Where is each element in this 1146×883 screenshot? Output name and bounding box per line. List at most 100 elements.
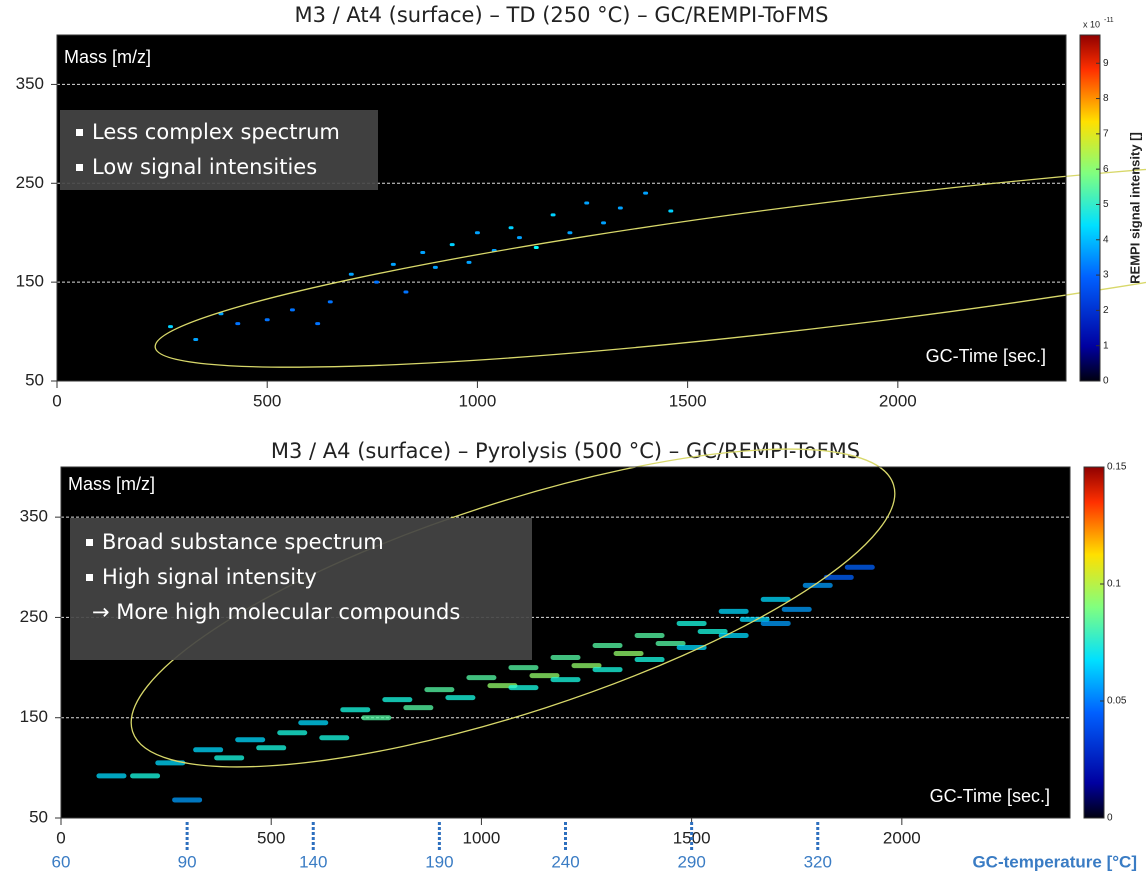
chart-title: M3 / A4 (surface) – Pyrolysis (500 °C) –… bbox=[271, 439, 860, 463]
signal-spot bbox=[289, 308, 295, 312]
signal-spot bbox=[449, 243, 455, 247]
highlight-ellipse bbox=[130, 448, 896, 768]
temperature-tick-label: 190 bbox=[425, 852, 453, 871]
signal-spot bbox=[617, 206, 623, 210]
signal-spot bbox=[172, 797, 203, 803]
signal-spot bbox=[424, 687, 455, 693]
x-tick-label: 1500 bbox=[669, 391, 707, 410]
colorbar-tick-label: 7 bbox=[1103, 128, 1109, 139]
signal-spot bbox=[718, 608, 749, 614]
y-tick-label: 50 bbox=[25, 370, 44, 389]
annotation-text: Less complex spectrum bbox=[92, 120, 340, 144]
colorbar-tick-label: 2 bbox=[1103, 305, 1109, 316]
colorbar-scale: x 10 bbox=[1083, 19, 1100, 29]
signal-spot bbox=[155, 760, 186, 766]
signal-spot bbox=[315, 322, 321, 326]
x-tick-label: 2000 bbox=[883, 828, 921, 847]
y-tick-label: 250 bbox=[20, 607, 48, 626]
y-tick-label: 350 bbox=[16, 74, 44, 93]
signal-spot bbox=[319, 735, 350, 741]
signal-spot bbox=[739, 616, 770, 622]
signal-spot bbox=[390, 262, 396, 266]
colorbar-tick-label: 1 bbox=[1103, 340, 1109, 351]
signal-spot bbox=[193, 337, 199, 341]
signal-spot bbox=[567, 231, 573, 235]
bullet bbox=[76, 164, 83, 171]
signal-spot bbox=[613, 651, 644, 657]
x-tick-label: 0 bbox=[52, 391, 61, 410]
x-axis-label: GC-Time [sec.] bbox=[926, 346, 1046, 366]
bullet bbox=[86, 574, 93, 581]
signal-spot bbox=[844, 564, 875, 570]
signal-spot bbox=[466, 260, 472, 264]
signal-spot bbox=[214, 755, 245, 761]
signal-spot bbox=[550, 213, 556, 217]
y-tick-label: 150 bbox=[20, 707, 48, 726]
signal-spot bbox=[508, 665, 539, 671]
signal-spot bbox=[643, 191, 649, 195]
colorbar-tick-label: 9 bbox=[1103, 58, 1109, 69]
temperature-tick-label: 140 bbox=[299, 852, 327, 871]
signal-spot bbox=[298, 720, 329, 726]
signal-spot bbox=[592, 643, 623, 649]
colorbar-tick-label: 3 bbox=[1103, 270, 1109, 281]
signal-spot bbox=[420, 250, 426, 254]
colorbar-tick-label: 0 bbox=[1107, 813, 1113, 824]
temperature-tick-label: 240 bbox=[551, 852, 579, 871]
plot-frame bbox=[56, 34, 1067, 382]
signal-spot bbox=[340, 707, 371, 713]
signal-spot bbox=[508, 226, 514, 230]
signal-spot bbox=[634, 632, 665, 638]
temperature-tick-label: 60 bbox=[52, 852, 71, 871]
y-tick-label: 350 bbox=[20, 507, 48, 526]
colorbar-tick-label: 0 bbox=[1103, 376, 1109, 387]
x-axis-label: GC-Time [sec.] bbox=[930, 786, 1050, 806]
colorbar-tick-label: 5 bbox=[1103, 199, 1109, 210]
colorbar-tick-label: 0.05 bbox=[1107, 696, 1127, 707]
signal-spot bbox=[403, 290, 409, 294]
signal-spot bbox=[432, 265, 438, 269]
signal-spot bbox=[466, 675, 497, 681]
signal-spot bbox=[802, 582, 833, 588]
signal-spot bbox=[601, 221, 607, 225]
signal-spot bbox=[474, 231, 480, 235]
signal-spot bbox=[327, 300, 333, 304]
signal-spot bbox=[529, 673, 560, 679]
plot-frame bbox=[60, 466, 1071, 819]
y-tick-label: 250 bbox=[16, 173, 44, 192]
temperature-axis-label: GC-temperature [°C] bbox=[972, 852, 1137, 871]
signal-spot bbox=[168, 325, 174, 329]
signal-spot bbox=[277, 730, 308, 736]
colorbar-tick-label: 6 bbox=[1103, 164, 1109, 175]
bullet bbox=[76, 129, 83, 136]
x-tick-label: 1000 bbox=[463, 828, 501, 847]
x-tick-label: 500 bbox=[257, 828, 285, 847]
colorbar bbox=[1079, 34, 1101, 382]
colorbar-tick-label: 4 bbox=[1103, 234, 1109, 245]
signal-spot bbox=[718, 632, 749, 638]
colorbar-tick-label: 0.15 bbox=[1107, 462, 1127, 473]
signal-spot bbox=[655, 641, 686, 647]
colorbar-tick-label: 8 bbox=[1103, 93, 1109, 104]
annotation-text: → More high molecular compounds bbox=[92, 600, 460, 624]
temperature-tick-label: 290 bbox=[677, 852, 705, 871]
signal-spot bbox=[781, 606, 812, 612]
signal-spot bbox=[235, 737, 266, 743]
signal-spot bbox=[760, 620, 791, 626]
signal-spot bbox=[235, 322, 241, 326]
signal-spot bbox=[697, 628, 728, 634]
x-tick-label: 1000 bbox=[459, 391, 497, 410]
signal-spot bbox=[550, 655, 581, 661]
annotation-box bbox=[70, 518, 532, 660]
signal-spot bbox=[130, 773, 161, 779]
signal-spot bbox=[516, 236, 522, 240]
signal-spot bbox=[256, 745, 287, 751]
annotation-box bbox=[60, 110, 378, 190]
x-tick-label: 500 bbox=[253, 391, 281, 410]
signal-spot bbox=[584, 201, 590, 205]
signal-spot bbox=[96, 773, 127, 779]
temperature-tick-label: 320 bbox=[804, 852, 832, 871]
signal-spot bbox=[193, 747, 224, 753]
signal-spot bbox=[668, 209, 674, 213]
